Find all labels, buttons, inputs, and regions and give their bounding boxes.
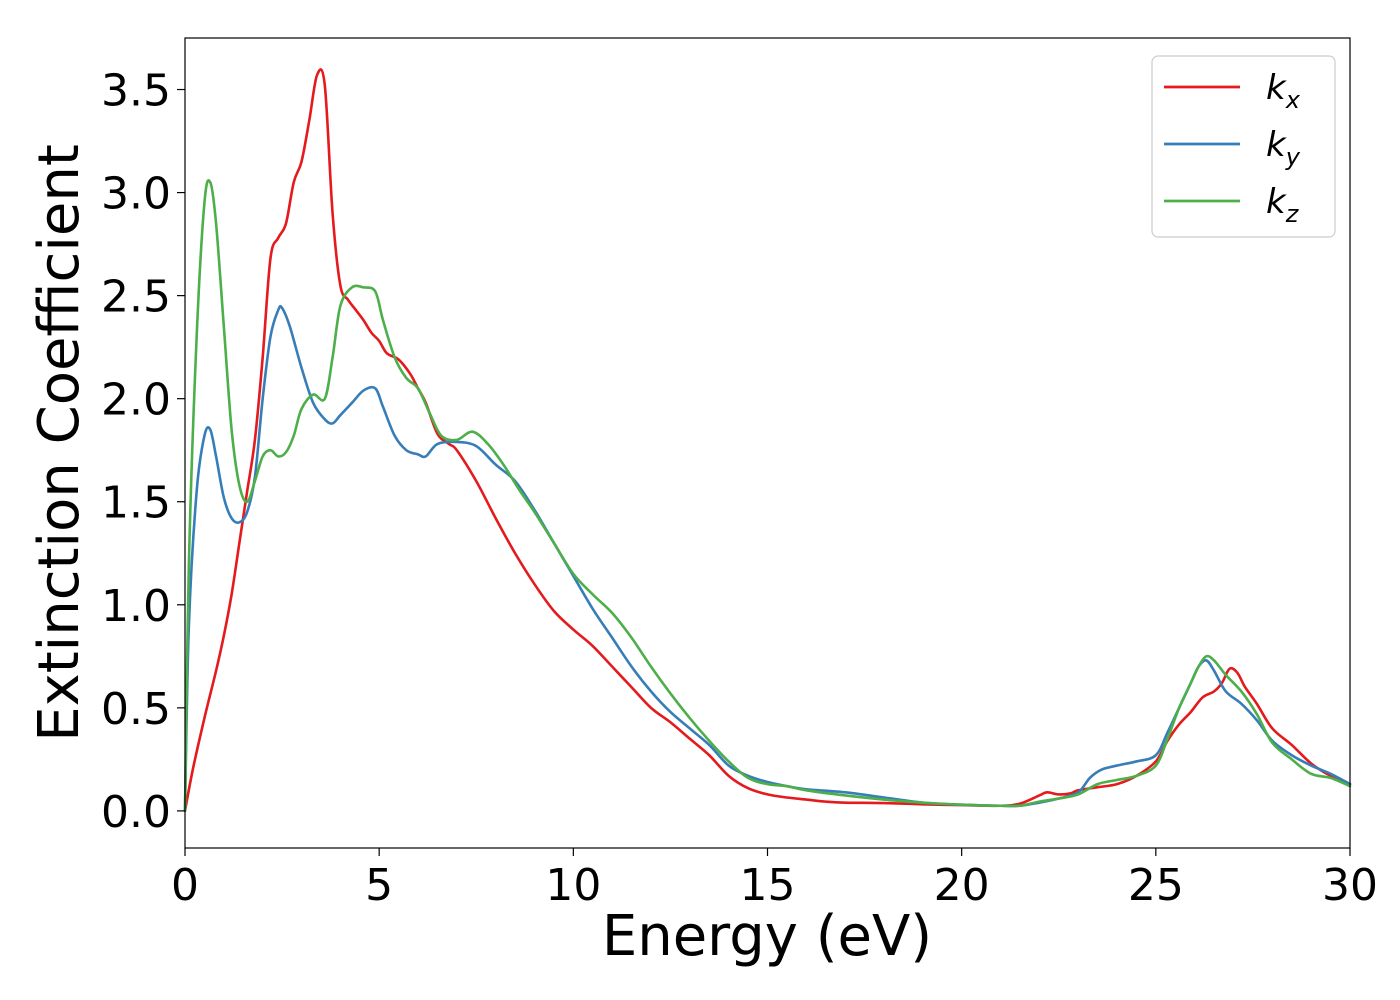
y-tick-label: 0.0	[101, 787, 171, 838]
series-line-x	[183, 68, 1352, 813]
y-tick-label: 3.5	[101, 66, 171, 117]
series-line-y	[183, 304, 1352, 813]
y-tick-label: 3.0	[101, 169, 171, 220]
series-layer	[183, 68, 1352, 813]
y-axis-label: Extinction Coefficient	[27, 144, 92, 742]
legend-label-z: kz	[1266, 182, 1300, 228]
x-tick-label: 10	[545, 860, 601, 911]
legend-label-x: kx	[1266, 68, 1301, 114]
y-tick-label: 1.5	[101, 478, 171, 529]
x-tick-label: 0	[171, 860, 199, 911]
x-tick-label: 20	[934, 860, 990, 911]
series-line-z	[183, 179, 1352, 813]
y-tick-label: 0.5	[101, 684, 171, 735]
x-tick-label: 25	[1128, 860, 1184, 911]
x-tick-label: 30	[1322, 860, 1378, 911]
y-tick-label: 2.0	[101, 375, 171, 426]
legend-label-y: ky	[1266, 125, 1301, 171]
legend: kx ky kz	[1151, 55, 1336, 238]
y-tick-label: 2.5	[101, 272, 171, 323]
x-axis-label: Energy (eV)	[602, 904, 932, 969]
x-tick-label: 15	[740, 860, 796, 911]
y-tick-label: 1.0	[101, 581, 171, 632]
legend-box	[1151, 55, 1336, 238]
y-axis: 0.0 0.5 1.0 1.5 2.0 2.5 3.0 3.5	[101, 66, 185, 838]
x-axis: 0 5 10 15 20 25 30	[171, 848, 1378, 911]
x-tick-label: 5	[365, 860, 393, 911]
